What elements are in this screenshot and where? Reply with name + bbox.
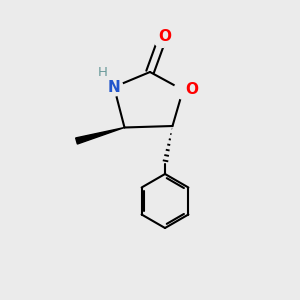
Text: O: O	[158, 29, 172, 44]
Circle shape	[154, 31, 170, 47]
Polygon shape	[76, 128, 124, 144]
Text: O: O	[185, 82, 198, 98]
Circle shape	[105, 78, 123, 96]
Text: N: N	[108, 80, 120, 94]
Circle shape	[174, 81, 192, 99]
Text: H: H	[98, 66, 107, 79]
